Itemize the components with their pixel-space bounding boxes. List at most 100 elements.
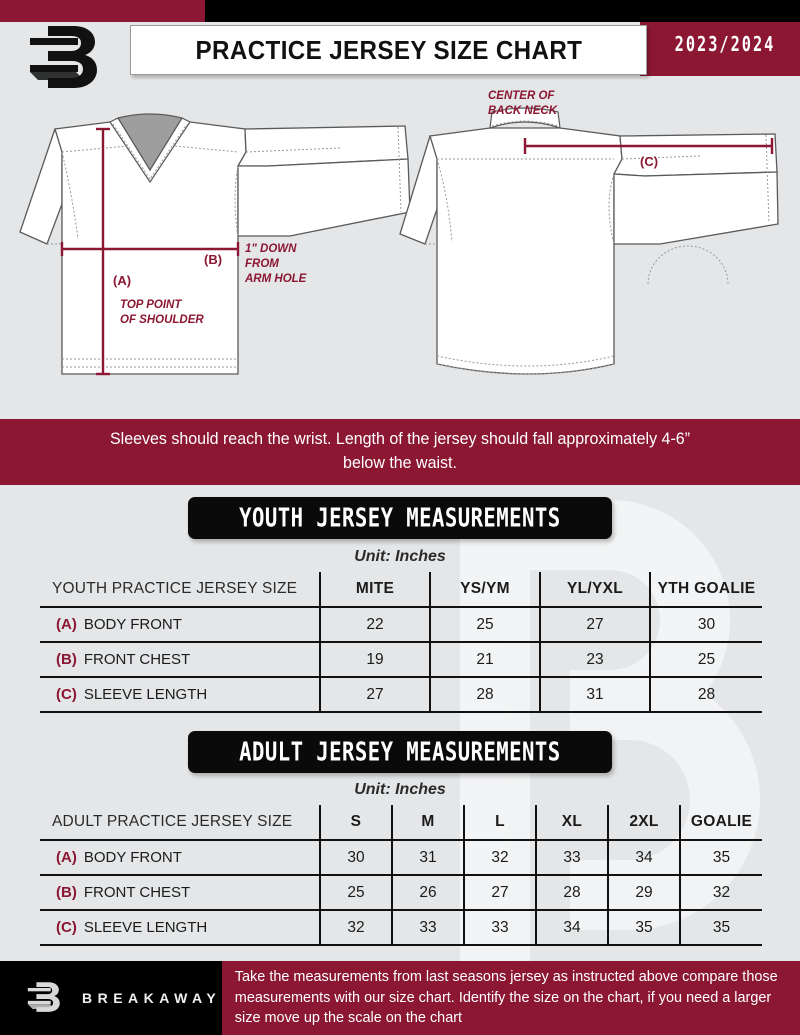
page-footer: BREAKAWAY Take the measurements from las… bbox=[0, 961, 800, 1035]
youth-cell-1-3: 25 bbox=[650, 641, 762, 678]
adult-cell-2-1: 33 bbox=[392, 909, 465, 946]
adult-cell-2-4: 35 bbox=[608, 909, 681, 946]
title-box: PRACTICE JERSEY SIZE CHART bbox=[130, 25, 647, 75]
adult-cell-0-3: 33 bbox=[536, 839, 609, 876]
adult-cell-1-3: 28 bbox=[536, 874, 609, 911]
measurement-note-text: Sleeves should reach the wrist. Length o… bbox=[109, 430, 691, 472]
adult-cell-0-2: 32 bbox=[464, 839, 537, 876]
youth-cell-1-1: 21 bbox=[430, 641, 541, 678]
adult-cell-2-0: 32 bbox=[320, 909, 393, 946]
adult-section-title: ADULT JERSEY MEASUREMENTS bbox=[239, 736, 561, 768]
youth-cell-0-2: 27 bbox=[540, 606, 651, 643]
adult-size-col-5: GOALIE bbox=[680, 805, 762, 841]
adult-cell-0-5: 35 bbox=[680, 839, 762, 876]
footer-instructions-block: Take the measurements from last seasons … bbox=[222, 961, 800, 1035]
adult-cell-1-0: 25 bbox=[320, 874, 393, 911]
youth-cell-2-3: 28 bbox=[650, 676, 762, 713]
adult-cell-2-3: 34 bbox=[536, 909, 609, 946]
youth-cell-2-1: 28 bbox=[430, 676, 541, 713]
adult-row-tag-2: (C) bbox=[56, 919, 77, 936]
youth-cell-1-2: 23 bbox=[540, 641, 651, 678]
youth-row-tag-2: (C) bbox=[56, 686, 77, 703]
top-strip-black bbox=[205, 0, 800, 22]
adult-section-pill: ADULT JERSEY MEASUREMENTS bbox=[188, 731, 612, 773]
dim-tag-b: (B) bbox=[204, 252, 222, 267]
adult-row-name-2: SLEEVE LENGTH bbox=[83, 919, 208, 936]
youth-row-label-1: (B) FRONT CHEST bbox=[40, 641, 321, 678]
table-row: (B) FRONT CHEST 19 21 23 25 bbox=[40, 641, 762, 678]
table-row: (C) SLEEVE LENGTH 32 33 33 34 35 35 bbox=[40, 909, 762, 946]
dim-note-a-line2: OF SHOULDER bbox=[120, 314, 204, 326]
youth-cell-0-0: 22 bbox=[320, 606, 431, 643]
youth-unit-label: Unit: Inches bbox=[354, 548, 446, 565]
adult-measurements-table: ADULT PRACTICE JERSEY SIZE S M L XL 2XL … bbox=[40, 805, 762, 946]
adult-size-col-0: S bbox=[320, 805, 393, 841]
dim-tag-a: (A) bbox=[113, 273, 131, 288]
youth-row-header-label: YOUTH PRACTICE JERSEY SIZE bbox=[40, 572, 321, 608]
adult-cell-1-5: 32 bbox=[680, 874, 762, 911]
measurement-note-banner: Sleeves should reach the wrist. Length o… bbox=[0, 419, 800, 485]
adult-cell-0-0: 30 bbox=[320, 839, 393, 876]
adult-cell-0-1: 31 bbox=[392, 839, 465, 876]
youth-section-title: YOUTH JERSEY MEASUREMENTS bbox=[239, 502, 561, 534]
youth-row-name-0: BODY FRONT bbox=[83, 616, 182, 633]
youth-measurements-table: YOUTH PRACTICE JERSEY SIZE MITE YS/YM YL… bbox=[40, 572, 762, 713]
dim-note-b-line2: FROM bbox=[245, 258, 279, 270]
youth-size-col-0: MITE bbox=[320, 572, 431, 608]
youth-row-name-2: SLEEVE LENGTH bbox=[83, 686, 208, 703]
youth-row-tag-1: (B) bbox=[56, 651, 77, 668]
season-band bbox=[640, 22, 800, 76]
dim-tag-c: (C) bbox=[640, 154, 658, 169]
table-row: (C) SLEEVE LENGTH 27 28 31 28 bbox=[40, 676, 762, 713]
youth-row-name-1: FRONT CHEST bbox=[83, 651, 191, 668]
youth-cell-0-1: 25 bbox=[430, 606, 541, 643]
adult-size-col-3: XL bbox=[536, 805, 609, 841]
table-row: (A) BODY FRONT 22 25 27 30 bbox=[40, 606, 762, 643]
adult-cell-2-2: 33 bbox=[464, 909, 537, 946]
youth-cell-2-2: 31 bbox=[540, 676, 651, 713]
table-row: (A) BODY FRONT 30 31 32 33 34 35 bbox=[40, 839, 762, 876]
dim-note-b-line1: 1" DOWN bbox=[245, 243, 297, 255]
dim-note-b-line3: ARM HOLE bbox=[244, 273, 307, 285]
adult-row-tag-1: (B) bbox=[56, 884, 77, 901]
youth-table-header-row: YOUTH PRACTICE JERSEY SIZE MITE YS/YM YL… bbox=[40, 572, 762, 608]
youth-size-col-1: YS/YM bbox=[430, 572, 541, 608]
dim-note-c-line1: CENTER OF bbox=[488, 90, 555, 102]
jersey-diagrams: .body { fill:#ffffff; stroke:#5a5a5a; st… bbox=[19, 90, 779, 376]
table-row: (B) FRONT CHEST 25 26 27 28 29 32 bbox=[40, 874, 762, 911]
footer-brand-name: BREAKAWAY bbox=[82, 990, 222, 1006]
adult-row-name-0: BODY FRONT bbox=[83, 849, 182, 866]
adult-size-col-2: L bbox=[464, 805, 537, 841]
youth-section-pill: YOUTH JERSEY MEASUREMENTS bbox=[188, 497, 612, 539]
youth-cell-2-0: 27 bbox=[320, 676, 431, 713]
adult-table-wrap: ADULT PRACTICE JERSEY SIZE S M L XL 2XL … bbox=[40, 805, 762, 946]
adult-cell-2-5: 35 bbox=[680, 909, 762, 946]
youth-row-label-2: (C) SLEEVE LENGTH bbox=[40, 676, 321, 713]
adult-size-col-1: M bbox=[392, 805, 465, 841]
adult-cell-1-2: 27 bbox=[464, 874, 537, 911]
dim-note-c-line2: BACK NECK bbox=[488, 105, 558, 117]
page-header: PRACTICE JERSEY SIZE CHART 2023/2024 bbox=[0, 22, 800, 84]
youth-row-label-0: (A) BODY FRONT bbox=[40, 606, 321, 643]
adult-row-label-1: (B) FRONT CHEST bbox=[40, 874, 321, 911]
footer-instructions-text: Take the measurements from last seasons … bbox=[234, 968, 778, 1027]
adult-row-label-0: (A) BODY FRONT bbox=[40, 839, 321, 876]
youth-size-col-2: YL/YXL bbox=[540, 572, 651, 608]
adult-table-header-row: ADULT PRACTICE JERSEY SIZE S M L XL 2XL … bbox=[40, 805, 762, 841]
adult-row-name-1: FRONT CHEST bbox=[83, 884, 191, 901]
adult-unit-label: Unit: Inches bbox=[354, 781, 446, 798]
breakaway-b-logo-icon bbox=[27, 982, 60, 1012]
page-title: PRACTICE JERSEY SIZE CHART bbox=[195, 34, 582, 65]
top-accent-strip bbox=[0, 0, 800, 22]
top-strip-maroon bbox=[0, 0, 205, 22]
youth-row-tag-0: (A) bbox=[56, 616, 77, 633]
youth-cell-1-0: 19 bbox=[320, 641, 431, 678]
adult-cell-1-4: 29 bbox=[608, 874, 681, 911]
jersey-front-view: (A) TOP POINT OF SHOULDER (B) 1" DOWN FR… bbox=[19, 113, 411, 376]
adult-row-label-2: (C) SLEEVE LENGTH bbox=[40, 909, 321, 946]
youth-table-wrap: YOUTH PRACTICE JERSEY SIZE MITE YS/YM YL… bbox=[40, 572, 762, 713]
season-label: 2023/2024 bbox=[674, 33, 776, 57]
youth-size-col-3: YTH GOALIE bbox=[650, 572, 762, 608]
youth-cell-0-3: 30 bbox=[650, 606, 762, 643]
